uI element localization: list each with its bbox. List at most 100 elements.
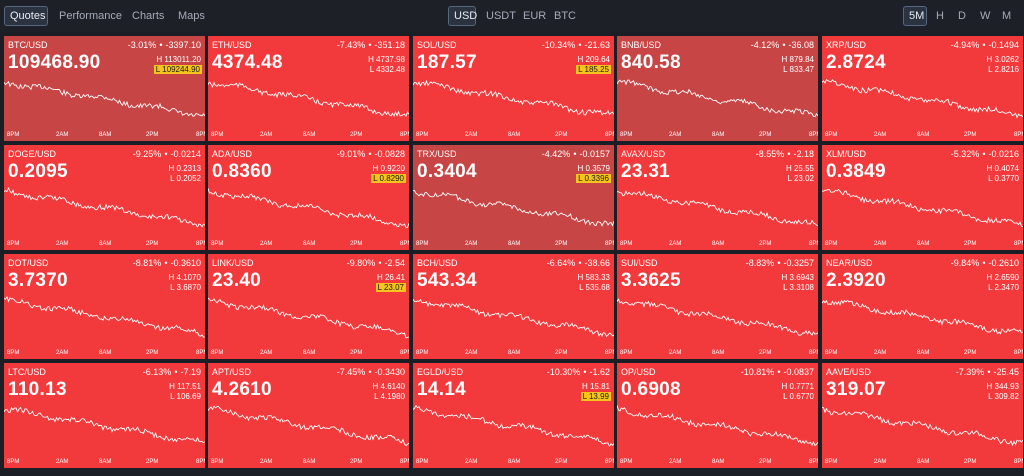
time-label: 8AM [508,241,521,247]
last-price: 0.2095 [8,161,68,182]
high-value: H 4.6140 [372,382,405,391]
high-value: H 0.9220 [372,164,405,173]
time-axis: 8PM 2AM 8AM 2PM 8PM [413,241,614,249]
change-percent: -4.12% [750,40,780,50]
price-line [822,407,1023,447]
change-info: -9.25% • -0.0214 [133,149,201,159]
time-label: 2AM [465,350,478,356]
time-label: 8PM [416,241,429,247]
change-value: -0.1494 [988,40,1019,50]
ticker-tile-apt-usd[interactable]: APT/USD -7.45% • -0.3430 4.2610 H 4.6140 L… [208,363,409,468]
time-label: 2PM [964,241,977,247]
last-price: 840.58 [621,52,681,73]
high-value: H 0.3579 [577,164,610,173]
change-value: -0.0214 [170,149,201,159]
timeframe-5m[interactable]: 5M [903,6,927,26]
ticker-tile-bch-usd[interactable]: BCH/USD -6.64% • -38.66 543.34 H 583.33 L … [413,254,614,359]
low-value: L 109244.90 [153,65,202,74]
time-label: 8PM [400,241,409,247]
sparkline-chart [822,407,1023,447]
tab-maps[interactable]: Maps [178,10,205,22]
time-axis: 8PM 2AM 8AM 2PM 8PM [208,459,409,467]
ticker-tile-eth-usd[interactable]: ETH/USD -7.43% • -351.18 4374.48 H 4737.98… [208,36,409,141]
time-label: 8PM [196,459,205,465]
low-value: L 2.3470 [988,283,1019,292]
separator-dot: • [578,40,582,50]
ticker-tile-aave-usd[interactable]: AAVE/USD -7.39% • -25.45 319.07 H 344.93 L… [822,363,1023,468]
ticker-tile-btc-usd[interactable]: BTC/USD -3.01% • -3397.10 109468.90 H 1130… [4,36,205,141]
currency-usdt[interactable]: USDT [486,10,516,22]
change-value: -1.62 [589,367,610,377]
change-percent: -4.42% [541,149,571,159]
currency-btc[interactable]: BTC [554,10,576,22]
ticker-tile-trx-usd[interactable]: TRX/USD -4.42% • -0.0157 0.3404 H 0.3579 L… [413,145,614,250]
timeframe-m[interactable]: M [1002,10,1012,22]
time-axis: 8PM 2AM 8AM 2PM 8PM [822,132,1023,140]
sparkline-chart [413,190,614,227]
ticker-tile-xrp-usd[interactable]: XRP/USD -4.94% • -0.1494 2.8724 H 3.0262 L… [822,36,1023,141]
tab-charts[interactable]: Charts [132,10,165,22]
change-percent: -5.32% [950,149,980,159]
time-label: 2AM [56,350,69,356]
price-line [208,81,409,118]
separator-dot: • [787,149,791,159]
time-label: 8PM [620,459,633,465]
low-value: L 0.6770 [783,392,814,401]
tab-performance[interactable]: Performance [59,10,122,22]
ticker-tile-avax-usd[interactable]: AVAX/USD -8.55% • -2.18 23.31 H 25.55 L 23… [617,145,818,250]
time-label: 2AM [669,459,682,465]
change-value: -0.0828 [374,149,405,159]
sparkline-chart [617,79,818,118]
price-line [413,298,614,337]
time-label: 8PM [620,241,633,247]
time-label: 8AM [99,350,112,356]
time-label: 2AM [465,459,478,465]
change-percent: -10.30% [546,367,581,377]
currency-usd[interactable]: USD [448,6,477,26]
ticker-tile-link-usd[interactable]: LINK/USD -9.80% • -2.54 23.40 H 26.41 L 23… [208,254,409,359]
time-label: 2PM [555,350,568,356]
change-value: -38.66 [584,258,610,268]
timeframe-h[interactable]: H [936,10,944,22]
separator-dot: • [368,40,372,50]
high-value: H 0.2313 [168,164,201,173]
separator-dot: • [583,367,587,377]
high-value: H 344.93 [986,382,1019,391]
change-info: -7.45% • -0.3430 [337,367,405,377]
ticker-tile-xlm-usd[interactable]: XLM/USD -5.32% • -0.0216 0.3849 H 0.4074 L… [822,145,1023,250]
separator-dot: • [174,367,178,377]
separator-dot: • [777,258,781,268]
change-info: -6.64% • -38.66 [547,258,610,268]
timeframe-w[interactable]: W [980,10,991,22]
ticker-tile-near-usd[interactable]: NEAR/USD -9.84% • -0.2610 2.3920 H 2.6590 … [822,254,1023,359]
time-label: 8AM [508,459,521,465]
time-label: 2PM [350,132,363,138]
time-label: 8AM [99,459,112,465]
timeframe-d[interactable]: D [958,10,966,22]
time-label: 8AM [917,132,930,138]
price-line [4,80,205,117]
currency-eur[interactable]: EUR [523,10,547,22]
last-price: 2.8724 [826,52,886,73]
change-value: -0.0157 [579,149,610,159]
ticker-tile-op-usd[interactable]: OP/USD -10.81% • -0.0837 0.6908 H 0.7771 L… [617,363,818,468]
change-percent: -4.94% [950,40,980,50]
time-label: 2AM [260,241,273,247]
low-value: L 309.82 [988,392,1019,401]
low-value: L 0.3396 [576,174,611,183]
ticker-tile-bnb-usd[interactable]: BNB/USD -4.12% • -36.08 840.58 H 879.84 L … [617,36,818,141]
high-value: H 209.64 [577,55,610,64]
low-value: L 4332.48 [369,65,405,74]
ticker-tile-egld-usd[interactable]: EGLD/USD -10.30% • -1.62 14.14 H 15.81 L 1… [413,363,614,468]
ticker-tile-sol-usd[interactable]: SOL/USD -10.34% • -21.63 187.57 H 209.64 L… [413,36,614,141]
high-value: H 25.55 [785,164,814,173]
change-info: -10.30% • -1.62 [547,367,610,377]
pair-name: LINK/USD [212,258,254,268]
ticker-tile-ltc-usd[interactable]: LTC/USD -6.13% • -7.19 110.13 H 117.51 L 1… [4,363,205,468]
ticker-tile-dot-usd[interactable]: DOT/USD -8.81% • -0.3610 3.7370 H 4.1070 L… [4,254,205,359]
ticker-tile-doge-usd[interactable]: DOGE/USD -9.25% • -0.0214 0.2095 H 0.2313 … [4,145,205,250]
ticker-tile-sui-usd[interactable]: SUI/USD -8.83% • -0.3257 3.3625 H 3.6943 L… [617,254,818,359]
last-price: 543.34 [417,270,477,291]
tab-quotes[interactable]: Quotes [4,6,48,26]
ticker-tile-ada-usd[interactable]: ADA/USD -9.01% • -0.0828 0.8360 H 0.9220 L… [208,145,409,250]
